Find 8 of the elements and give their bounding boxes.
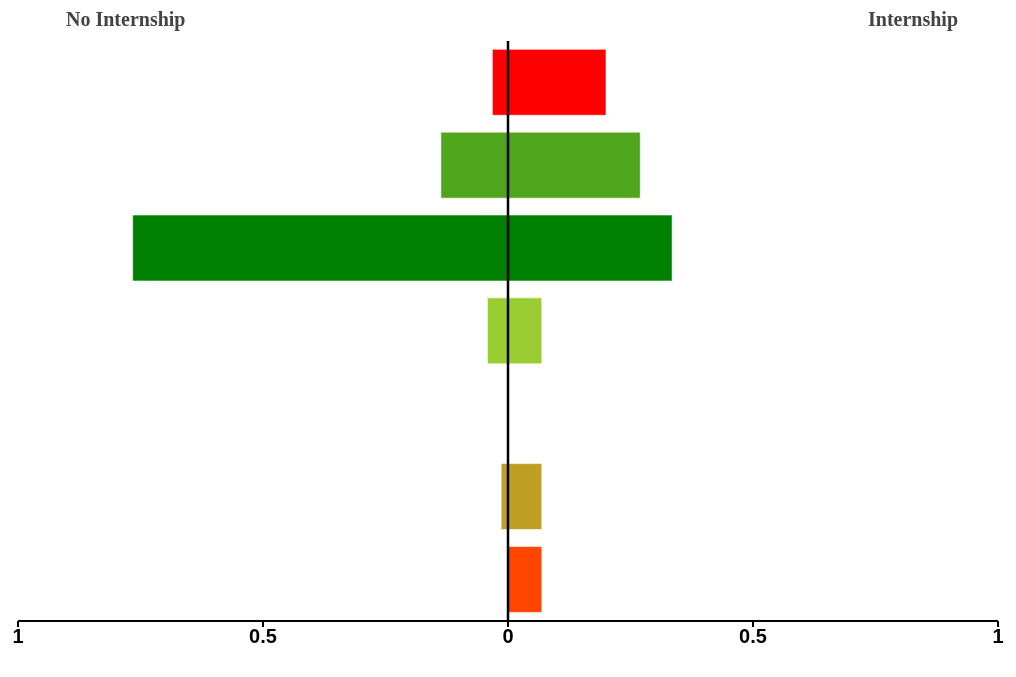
text: Internship bbox=[867, 8, 958, 31]
x-tick-label: 1 bbox=[12, 625, 24, 648]
bar bbox=[507, 545, 543, 613]
text: No Internship bbox=[66, 8, 186, 31]
x-tick-label: 0.5 bbox=[249, 625, 277, 648]
x-tick-label: 0 bbox=[502, 625, 514, 648]
x-tick-label: 0.5 bbox=[739, 625, 767, 648]
x-tick-label: 1 bbox=[992, 625, 1004, 648]
